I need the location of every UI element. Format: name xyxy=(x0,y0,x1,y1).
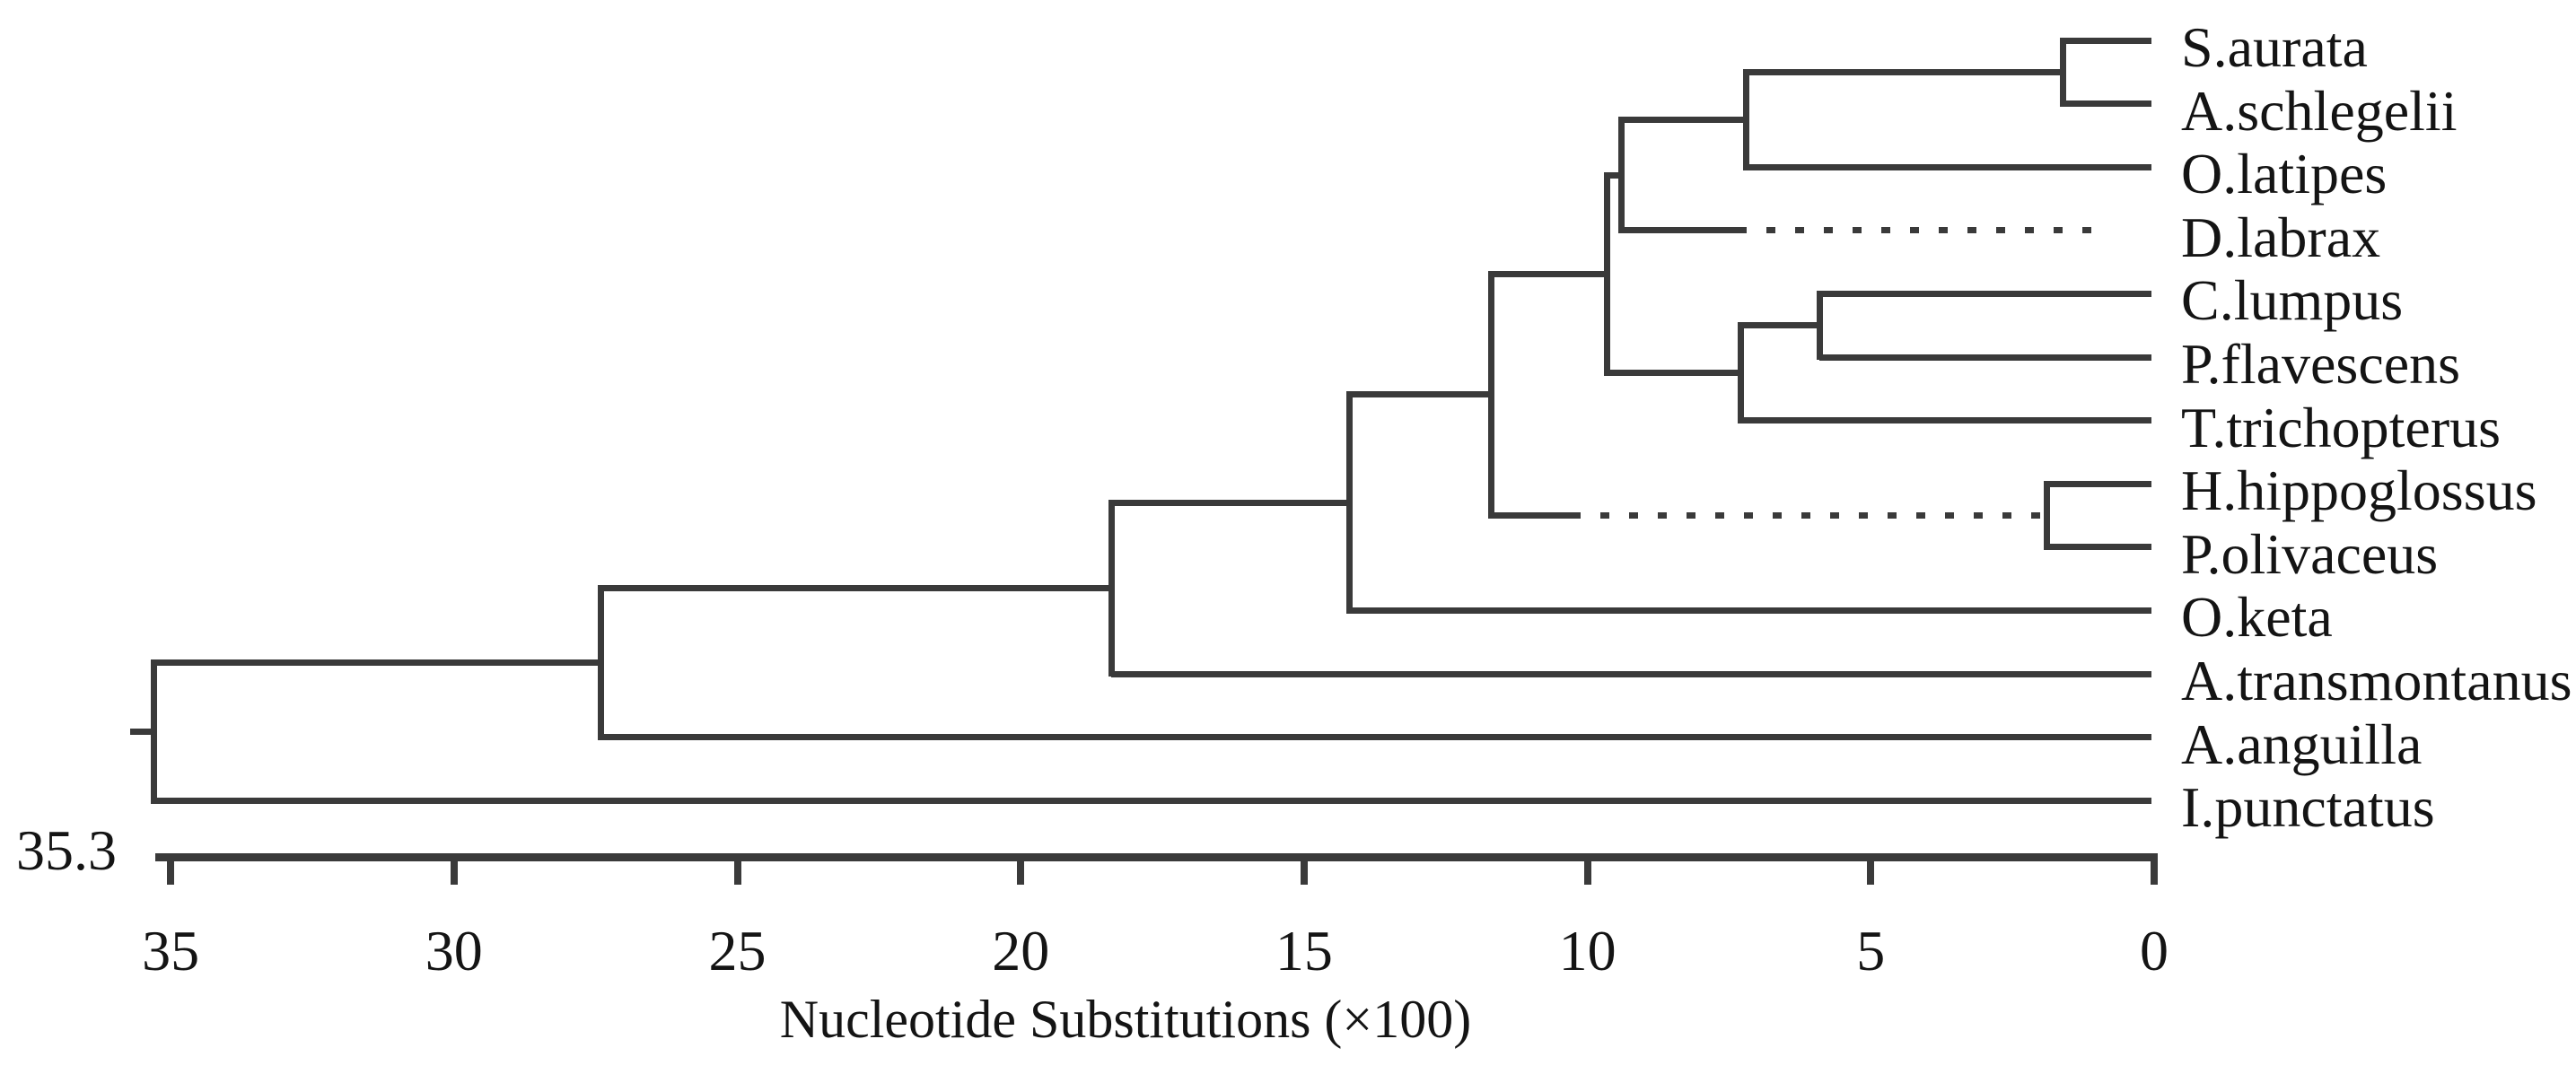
branch xyxy=(1621,227,1739,234)
axis-tick xyxy=(1300,858,1308,885)
branch xyxy=(2046,480,2151,487)
axis-tick xyxy=(733,858,741,885)
taxon-label: S.aurata xyxy=(2181,15,2368,79)
branch xyxy=(1349,607,2151,614)
axis-tick-label: 30 xyxy=(425,919,483,982)
axis-title: Nucleotide Substitutions (×100) xyxy=(779,990,1472,1049)
axis-tick-label: 5 xyxy=(1856,919,1886,982)
branch xyxy=(2063,100,2151,108)
branch-dotted xyxy=(1572,512,2047,519)
taxon-label: H.hippoglossus xyxy=(2181,458,2537,523)
branch xyxy=(1621,116,1747,123)
node-vertical xyxy=(1737,322,1744,424)
axis-tick xyxy=(1583,858,1591,885)
taxon-label: T.trichopterus xyxy=(2181,395,2502,459)
branch xyxy=(153,659,601,667)
axis-tick-label: 20 xyxy=(992,919,1050,982)
taxon-label: C.lumpus xyxy=(2181,268,2404,333)
branch xyxy=(1819,290,2151,297)
node-vertical xyxy=(1617,116,1625,234)
axis-tick xyxy=(1867,858,1875,885)
node-vertical xyxy=(1108,499,1115,677)
branch-dotted xyxy=(1738,227,2111,234)
branch xyxy=(1491,270,1608,277)
taxon-label: A.transmontanus xyxy=(2181,649,2572,712)
taxon-label: P.olivaceus xyxy=(2181,521,2439,586)
branch xyxy=(1111,670,2151,677)
branch xyxy=(153,797,2151,804)
axis-tick xyxy=(450,858,458,885)
branch xyxy=(2063,37,2151,44)
axis-tick-label: 15 xyxy=(1275,919,1333,982)
branch xyxy=(1746,163,2151,170)
axis-tick-label: 0 xyxy=(2140,919,2169,982)
branch xyxy=(1819,354,2151,361)
node-vertical xyxy=(1487,270,1494,519)
branch xyxy=(1491,512,1573,519)
node-vertical xyxy=(1604,171,1611,377)
root-stub xyxy=(130,728,154,735)
branch xyxy=(1746,68,2063,75)
branch xyxy=(600,734,2151,741)
node-vertical xyxy=(1742,68,1749,170)
node-vertical xyxy=(2043,480,2050,551)
node-vertical xyxy=(1345,391,1353,614)
branch xyxy=(1740,322,1820,329)
axis-tick-label: 25 xyxy=(708,919,767,982)
taxon-label: I.punctatus xyxy=(2181,775,2435,840)
node-vertical xyxy=(150,659,157,804)
axis-line xyxy=(155,853,2158,861)
axis-tick xyxy=(167,858,175,885)
taxon-label: A.schlegelii xyxy=(2181,78,2458,143)
branch xyxy=(600,585,1112,592)
node-vertical xyxy=(2060,37,2067,108)
branch xyxy=(1607,171,1622,179)
node-vertical xyxy=(598,585,605,741)
axis-tick-label: 35 xyxy=(142,919,200,982)
axis-tick-label: 10 xyxy=(1558,919,1617,982)
taxon-label: P.flavescens xyxy=(2181,332,2461,396)
branch xyxy=(1349,391,1492,398)
branch xyxy=(1607,370,1741,377)
node-vertical xyxy=(1816,290,1823,361)
taxon-label: O.latipes xyxy=(2181,142,2388,206)
root-depth-label: 35.3 xyxy=(16,818,117,882)
taxon-label: O.keta xyxy=(2181,585,2333,650)
axis-tick xyxy=(1017,858,1025,885)
axis-tick xyxy=(2151,858,2158,885)
branch xyxy=(1111,499,1350,506)
branch xyxy=(1740,417,2151,424)
taxon-label: D.labrax xyxy=(2181,205,2381,269)
taxon-label: A.anguilla xyxy=(2181,712,2423,776)
branch xyxy=(2046,544,2151,551)
